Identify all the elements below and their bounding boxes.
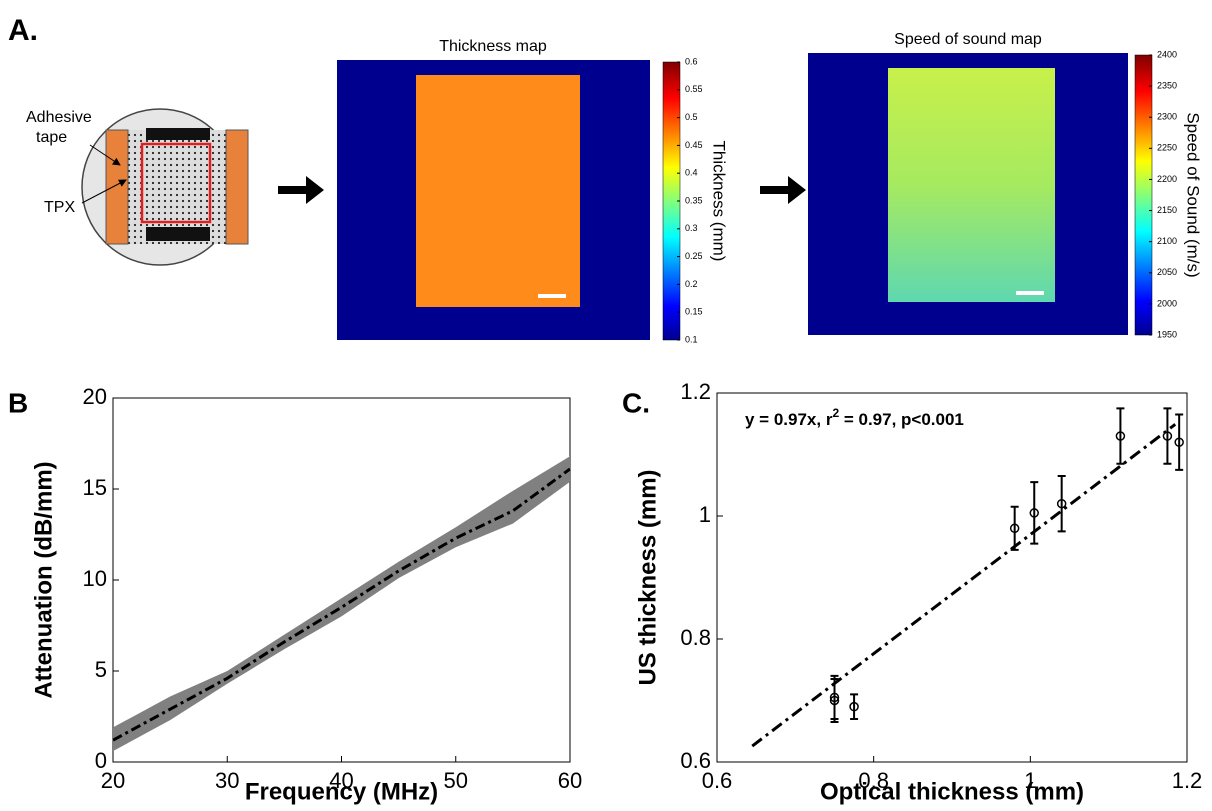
- x-tick-label: 40: [329, 768, 353, 793]
- colorbar-tick-label: 2050: [1157, 267, 1177, 277]
- y-tick-label: 1: [699, 502, 711, 527]
- y-tick-label: 1.2: [680, 379, 711, 404]
- error-bar: [850, 693, 859, 720]
- colorbar-tick-label: 2400: [1157, 49, 1177, 59]
- panel-label: C.: [622, 387, 650, 418]
- colorbar-tick-label: 0.55: [685, 84, 703, 94]
- annotation-part: = 0.97, p<0.001: [839, 410, 964, 429]
- y-tick-label: 0.8: [680, 625, 711, 650]
- x-tick-label: 50: [444, 768, 468, 793]
- dynamic: Thickness map 0.1 0.15 0.2 0.25 0.3 0.35 0.4 0.4…: [30, 31, 1202, 805]
- error-bar: [1175, 413, 1184, 471]
- error-bar: [1116, 407, 1125, 465]
- error-bar: [1030, 481, 1039, 545]
- diagram-label: tape: [36, 129, 67, 146]
- y-tick-label: 20: [83, 384, 107, 409]
- point: [1174, 437, 1184, 447]
- colorbar-tick-label: 2150: [1157, 205, 1177, 215]
- map-title: Thickness map: [439, 38, 547, 55]
- point: [829, 692, 840, 703]
- point: [1056, 498, 1067, 509]
- arrow: [760, 176, 806, 204]
- x-tick-label: 1.2: [1172, 768, 1203, 793]
- diagram-label: TPX: [44, 199, 75, 216]
- y-tick-label: 0.6: [680, 748, 711, 773]
- y-tick-label: 15: [83, 475, 107, 500]
- x-tick-label: 60: [558, 768, 582, 793]
- y-tick-label: 5: [95, 657, 107, 682]
- point: [1009, 523, 1020, 534]
- x-tick-label: 0.8: [858, 768, 889, 793]
- panel-label: B: [8, 387, 28, 418]
- thickness-map: [337, 60, 650, 340]
- x-tick-label: 30: [215, 768, 239, 793]
- colorbar-tick-label: 2350: [1157, 80, 1177, 90]
- annotation: y = 0.97x, r2 = 0.97, p<0.001: [745, 406, 964, 429]
- y-tick-label: 10: [83, 566, 107, 591]
- fit-line: [751, 423, 1177, 748]
- arrow: [278, 176, 324, 204]
- colorbar-tick-label: 2200: [1157, 174, 1177, 184]
- colorbar-tick-label: 0.3: [685, 223, 698, 233]
- annotation-part: 2: [832, 406, 839, 420]
- colorbar: [1134, 54, 1153, 336]
- annotation-part: y = 0.97x, r: [745, 410, 833, 429]
- colorbar-tick-label: 0.35: [685, 195, 703, 205]
- colorbar-tick-label: 2100: [1157, 236, 1177, 246]
- error-bar: [830, 674, 839, 720]
- colorbar-tick-label: 0.6: [685, 56, 698, 66]
- colorbar-tick-label: 2300: [1157, 112, 1177, 122]
- point: [1162, 431, 1173, 441]
- point: [849, 701, 859, 712]
- x-tick-label: 1: [1024, 768, 1036, 793]
- colorbar-tick-label: 2250: [1157, 143, 1177, 153]
- x-tick-label: 20: [101, 768, 125, 793]
- y-axis-label: Attenuation (dB/mm): [30, 461, 57, 698]
- colorbar-tick-label: 0.5: [685, 112, 698, 122]
- error-bar: [1010, 505, 1019, 551]
- colorbar-tick-label: 1950: [1157, 329, 1177, 339]
- diagram-label: Adhesive: [26, 109, 92, 126]
- colorbar-label: Speed of Sound (m/s): [1184, 112, 1203, 277]
- x-axis-label: Optical thickness (mm): [820, 778, 1084, 805]
- map-title: Speed of sound map: [894, 31, 1042, 48]
- colorbar-tick-label: 0.4: [685, 168, 698, 178]
- plot-frame: [716, 392, 1188, 763]
- colorbar-tick-label: 2000: [1157, 298, 1177, 308]
- y-axis-label: US thickness (mm): [634, 469, 661, 685]
- mean-line: [112, 467, 571, 742]
- colorbar-tick-label: 0.45: [685, 140, 703, 150]
- x-axis-label: Frequency (MHz): [245, 778, 438, 805]
- colorbar-tick-label: 0.15: [685, 307, 703, 317]
- colorbar-tick-label: 0.2: [685, 279, 698, 289]
- point: [1115, 431, 1126, 441]
- sample-diagram: [81, 108, 249, 266]
- colorbar-tick-label: 0.1: [685, 334, 698, 344]
- colorbar-label: Thickness (mm): [710, 141, 729, 262]
- error-bar: [1163, 407, 1172, 465]
- band: [113, 456, 570, 752]
- point: [1029, 508, 1039, 518]
- y-tick-label: 0: [95, 748, 107, 773]
- error-bar: [1057, 475, 1066, 533]
- panel-label: A.: [8, 14, 38, 47]
- speed-map: [808, 53, 1128, 335]
- colorbar-tick-label: 0.25: [685, 251, 703, 261]
- x-tick-label: 0.6: [702, 768, 733, 793]
